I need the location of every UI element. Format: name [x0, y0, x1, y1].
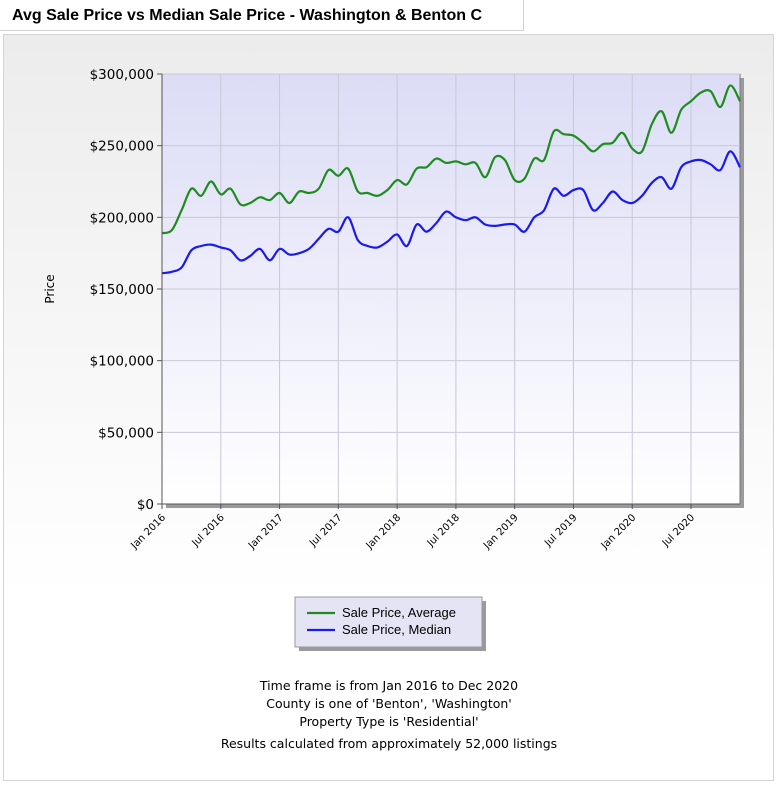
title-tab: Avg Sale Price vs Median Sale Price - Wa…: [0, 0, 524, 31]
y-tick-label: $200,000: [90, 210, 154, 226]
page-title: Avg Sale Price vs Median Sale Price - Wa…: [12, 7, 483, 24]
x-tick-label: Jul 2019: [542, 512, 579, 549]
legend: Sale Price, Average Sale Price, Median: [294, 596, 486, 651]
y-axis-label: Price: [43, 274, 57, 303]
y-tick-label: $50,000: [98, 425, 154, 441]
chart-notes: Time frame is from Jan 2016 to Dec 2020 …: [0, 677, 778, 753]
axes: [157, 73, 740, 509]
x-tick-label: Jan 2020: [599, 512, 639, 552]
y-tick-label: $250,000: [90, 139, 154, 155]
x-tick-label: Jul 2018: [425, 512, 462, 549]
y-tick-label: $300,000: [90, 67, 154, 83]
x-tick-label: Jan 2016: [128, 512, 168, 552]
note-county: County is one of 'Benton', 'Washington': [266, 696, 512, 711]
x-tick-label: Jan 2018: [364, 512, 404, 552]
y-tick-label: $100,000: [90, 354, 154, 370]
note-property-type: Property Type is 'Residential': [299, 714, 479, 729]
x-tick-label: Jul 2017: [307, 512, 344, 549]
legend-box: [294, 596, 483, 648]
y-tick-labels: $0 $50,000 $100,000 $150,000 $200,000 $250,00…: [90, 67, 154, 513]
note-listing-count: Results calculated from approximately 52…: [220, 736, 558, 751]
series-line-median: [161, 150, 741, 275]
legend-label-average: Sale Price, Average: [342, 605, 456, 620]
x-tick-labels: Jan 2016 Jul 2016 Jan 2017 Jul 2017 Jan 2018…: [128, 512, 697, 552]
series-line-average: [161, 84, 741, 235]
note-time-frame: Time frame is from Jan 2016 to Dec 2020: [259, 678, 519, 693]
legend-label-median: Sale Price, Median: [342, 622, 451, 637]
y-tick-label: $150,000: [90, 282, 154, 298]
y-tick-label: $0: [137, 497, 154, 513]
series-lines: [161, 84, 741, 275]
x-tick-label: Jul 2016: [190, 512, 227, 549]
x-tick-label: Jan 2017: [246, 512, 286, 552]
x-tick-label: Jul 2020: [660, 512, 697, 549]
x-tick-label: Jan 2019: [481, 512, 521, 552]
